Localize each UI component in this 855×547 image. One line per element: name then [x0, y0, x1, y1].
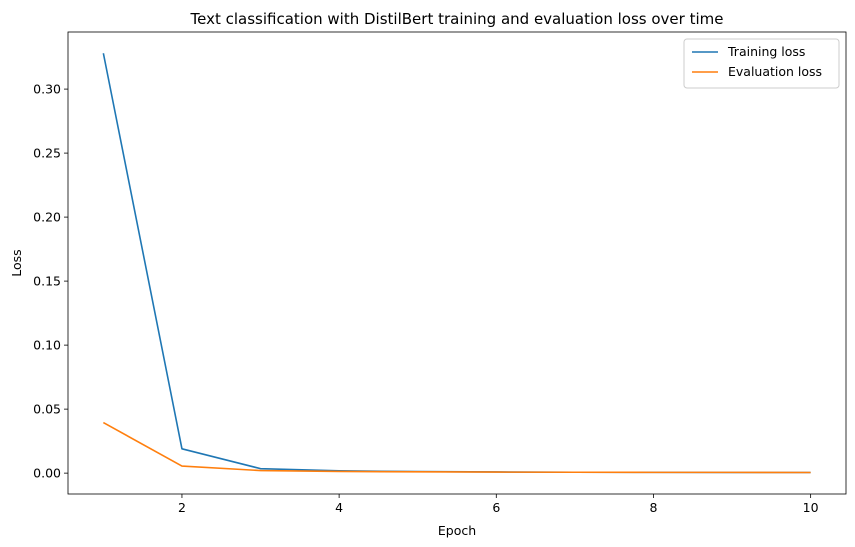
y-tick-label: 0.30: [33, 82, 61, 97]
y-tick-label: 0.20: [33, 210, 61, 225]
y-axis-ticks: 0.00 0.05 0.10 0.15 0.20 0.25 0.30: [33, 82, 68, 481]
y-tick-label: 0.05: [33, 402, 61, 417]
y-tick-label: 0.10: [33, 338, 61, 353]
y-tick-label: 0.25: [33, 146, 61, 161]
chart-title: Text classification with DistilBert trai…: [190, 10, 724, 28]
legend-label-evaluation-loss: Evaluation loss: [728, 64, 822, 79]
legend: Training loss Evaluation loss: [683, 38, 840, 89]
x-axis-ticks: 2 4 6 8 10: [178, 494, 819, 515]
legend-label-training-loss: Training loss: [727, 44, 805, 59]
legend-box: [683, 38, 840, 89]
plot-area: [68, 32, 846, 494]
x-tick-label: 2: [178, 500, 186, 515]
y-tick-label: 0.00: [33, 466, 61, 481]
x-tick-label: 8: [649, 500, 657, 515]
x-tick-label: 4: [335, 500, 343, 515]
x-axis-label: Epoch: [438, 523, 476, 538]
y-tick-label: 0.15: [33, 274, 61, 289]
x-tick-label: 6: [492, 500, 500, 515]
y-axis-label: Loss: [9, 249, 24, 276]
x-tick-label: 10: [803, 500, 819, 515]
series-line-evaluation-loss: [102, 421, 811, 474]
plot-frame: [67, 31, 847, 495]
series-layer: [102, 53, 811, 474]
